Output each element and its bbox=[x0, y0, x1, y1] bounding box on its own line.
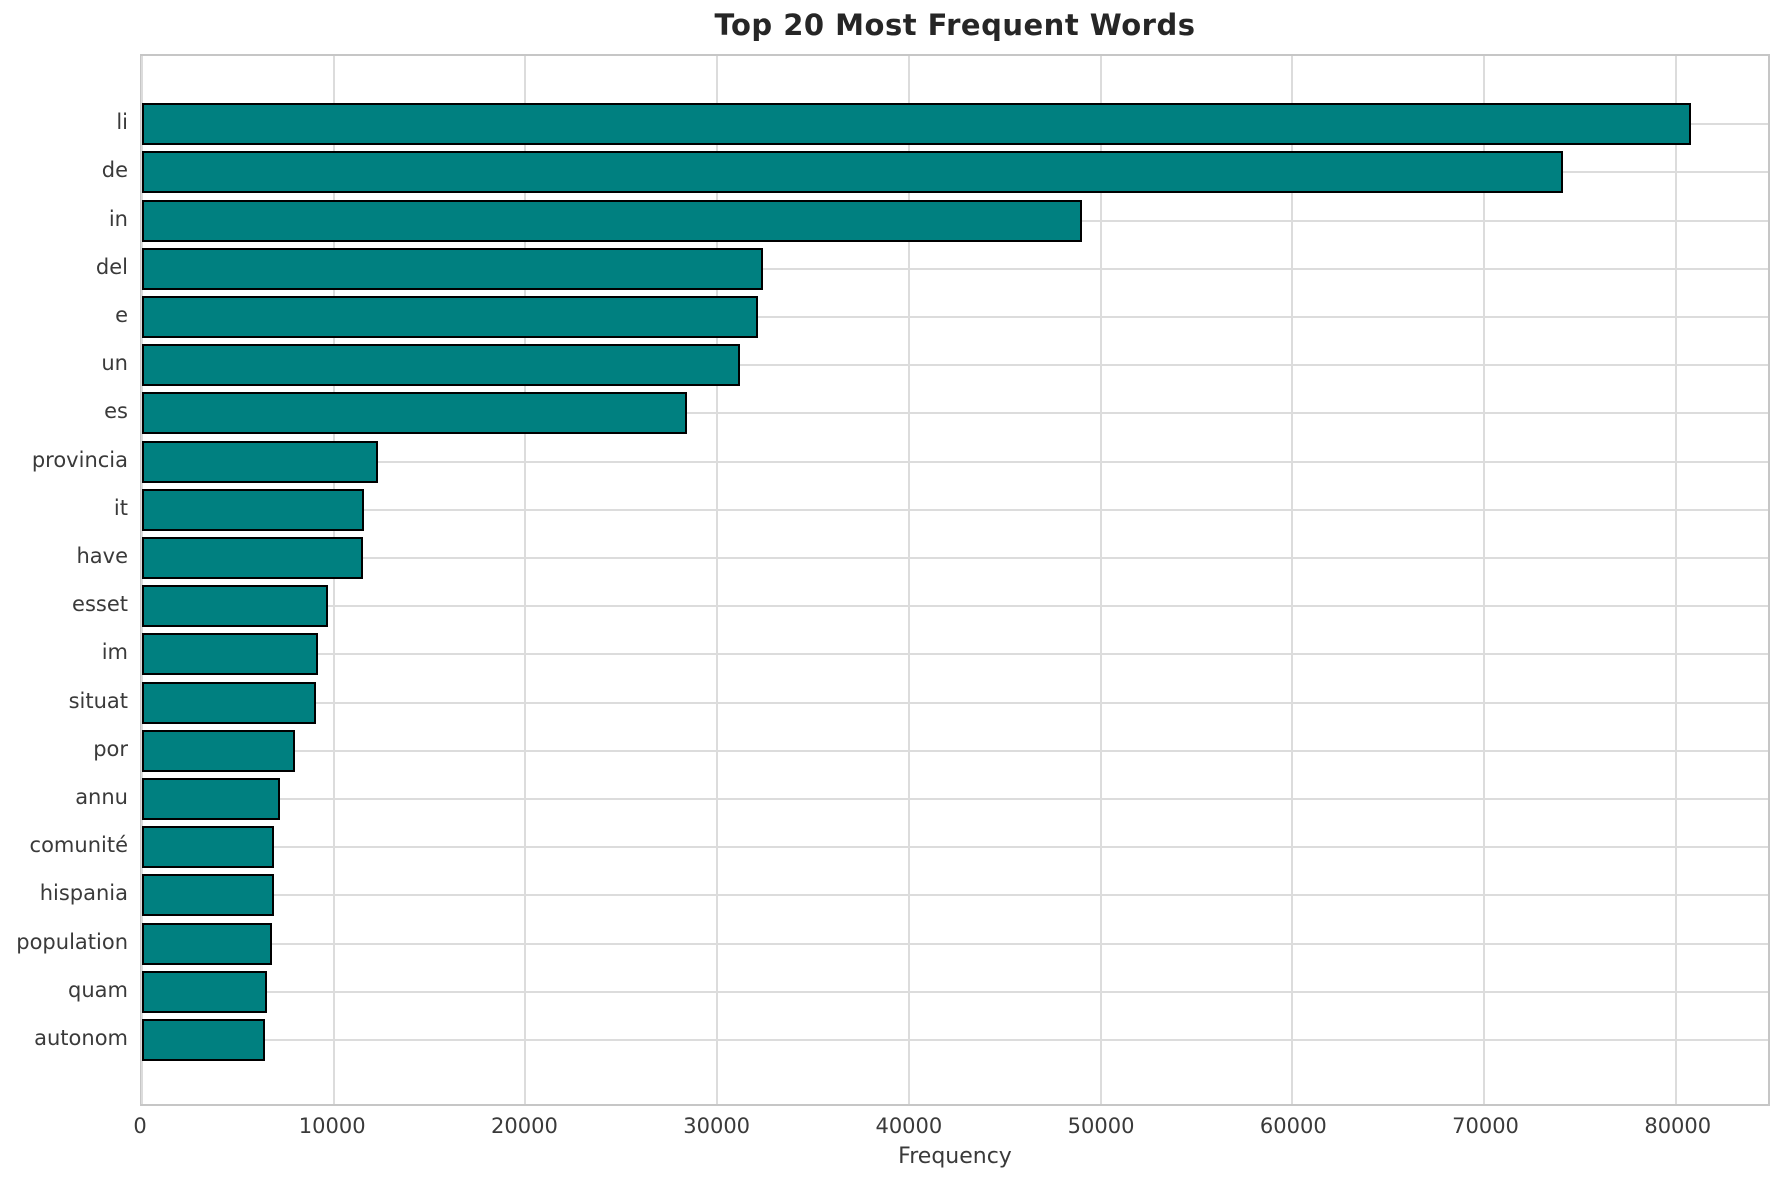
vertical-gridline bbox=[716, 56, 719, 1104]
x-tick-label-30000: 30000 bbox=[683, 1114, 751, 1138]
bar-situat bbox=[142, 681, 317, 724]
horizontal-gridline bbox=[142, 508, 1768, 511]
vertical-gridline bbox=[524, 56, 527, 1104]
horizontal-gridline bbox=[142, 1038, 1768, 1041]
x-tick-label-0: 0 bbox=[133, 1114, 147, 1138]
x-tick-label-80000: 80000 bbox=[1644, 1114, 1712, 1138]
x-tick-label-20000: 20000 bbox=[491, 1114, 558, 1138]
y-tick-label-population: population bbox=[16, 929, 128, 954]
bar-annu bbox=[142, 777, 281, 820]
bar-hispania bbox=[142, 874, 275, 917]
y-tick-label-annu: annu bbox=[75, 784, 128, 809]
vertical-gridline bbox=[141, 56, 143, 1104]
x-tick-label-50000: 50000 bbox=[1067, 1114, 1135, 1138]
horizontal-gridline bbox=[142, 267, 1768, 270]
bar-esset bbox=[142, 585, 328, 628]
x-tick-label-10000: 10000 bbox=[298, 1114, 366, 1138]
y-tick-label-im: im bbox=[101, 640, 128, 665]
horizontal-gridline bbox=[142, 412, 1768, 415]
bar-autonom bbox=[142, 1018, 265, 1061]
y-tick-label-autonom: autonom bbox=[34, 1025, 128, 1050]
bar-e bbox=[142, 295, 758, 338]
horizontal-gridline bbox=[142, 990, 1768, 993]
horizontal-gridline bbox=[142, 846, 1768, 849]
y-tick-label-have: have bbox=[76, 543, 128, 568]
bar-quam bbox=[142, 970, 267, 1013]
bar-de bbox=[142, 151, 1563, 194]
horizontal-gridline bbox=[142, 701, 1768, 704]
y-tick-label-hispania: hispania bbox=[39, 881, 128, 906]
y-tick-label-de: de bbox=[101, 158, 128, 183]
x-axis-title: Frequency bbox=[898, 1144, 1012, 1169]
y-tick-label-in: in bbox=[108, 206, 128, 231]
bar-es bbox=[142, 392, 687, 435]
horizontal-gridline bbox=[142, 364, 1768, 367]
vertical-gridline bbox=[1483, 56, 1486, 1104]
vertical-gridline bbox=[332, 56, 335, 1104]
horizontal-gridline bbox=[142, 894, 1768, 897]
y-tick-label-it: it bbox=[113, 495, 128, 520]
y-tick-label-es: es bbox=[104, 399, 128, 424]
vertical-gridline bbox=[1291, 56, 1294, 1104]
bar-del bbox=[142, 247, 764, 290]
y-tick-label-un: un bbox=[101, 351, 128, 376]
bar-provincia bbox=[142, 440, 378, 483]
chart-title: Top 20 Most Frequent Words bbox=[714, 8, 1196, 42]
y-tick-label-por: por bbox=[93, 736, 128, 761]
x-tick-label-60000: 60000 bbox=[1259, 1114, 1327, 1138]
vertical-gridline bbox=[1099, 56, 1102, 1104]
y-tick-label-comunité: comunité bbox=[29, 833, 128, 858]
bar-por bbox=[142, 729, 296, 772]
horizontal-gridline bbox=[142, 797, 1768, 800]
bar-li bbox=[142, 103, 1692, 146]
y-tick-label-quam: quam bbox=[68, 977, 128, 1002]
bar-have bbox=[142, 536, 363, 579]
horizontal-gridline bbox=[142, 942, 1768, 945]
bar-im bbox=[142, 633, 319, 676]
y-tick-label-del: del bbox=[95, 254, 128, 279]
bar-population bbox=[142, 922, 273, 965]
horizontal-gridline bbox=[142, 653, 1768, 656]
vertical-gridline bbox=[907, 56, 910, 1104]
y-tick-label-e: e bbox=[115, 302, 128, 327]
plot-area bbox=[140, 54, 1770, 1106]
bar-it bbox=[142, 488, 365, 531]
x-axis-tick-labels: 0 10000 20000 30000 40000 50000 60000 70000 8000… bbox=[133, 1114, 1770, 1142]
x-tick-label-40000: 40000 bbox=[875, 1114, 943, 1138]
bar-comunité bbox=[142, 826, 275, 869]
vertical-gridline bbox=[1674, 56, 1677, 1104]
horizontal-gridline bbox=[142, 605, 1768, 608]
bar-un bbox=[142, 344, 741, 387]
y-tick-label-li: li bbox=[116, 110, 128, 135]
horizontal-gridline bbox=[142, 749, 1768, 752]
y-tick-label-situat: situat bbox=[68, 688, 128, 713]
y-tick-label-provincia: provincia bbox=[31, 447, 128, 472]
horizontal-gridline bbox=[142, 556, 1768, 559]
y-axis-tick-labels: li de in del e un es provincia it have esset im situ… bbox=[0, 54, 128, 1106]
bar-in bbox=[142, 199, 1082, 242]
horizontal-gridline bbox=[142, 460, 1768, 463]
y-tick-label-esset: esset bbox=[72, 592, 128, 617]
x-tick-label-70000: 70000 bbox=[1452, 1114, 1519, 1138]
horizontal-gridline bbox=[142, 315, 1768, 318]
